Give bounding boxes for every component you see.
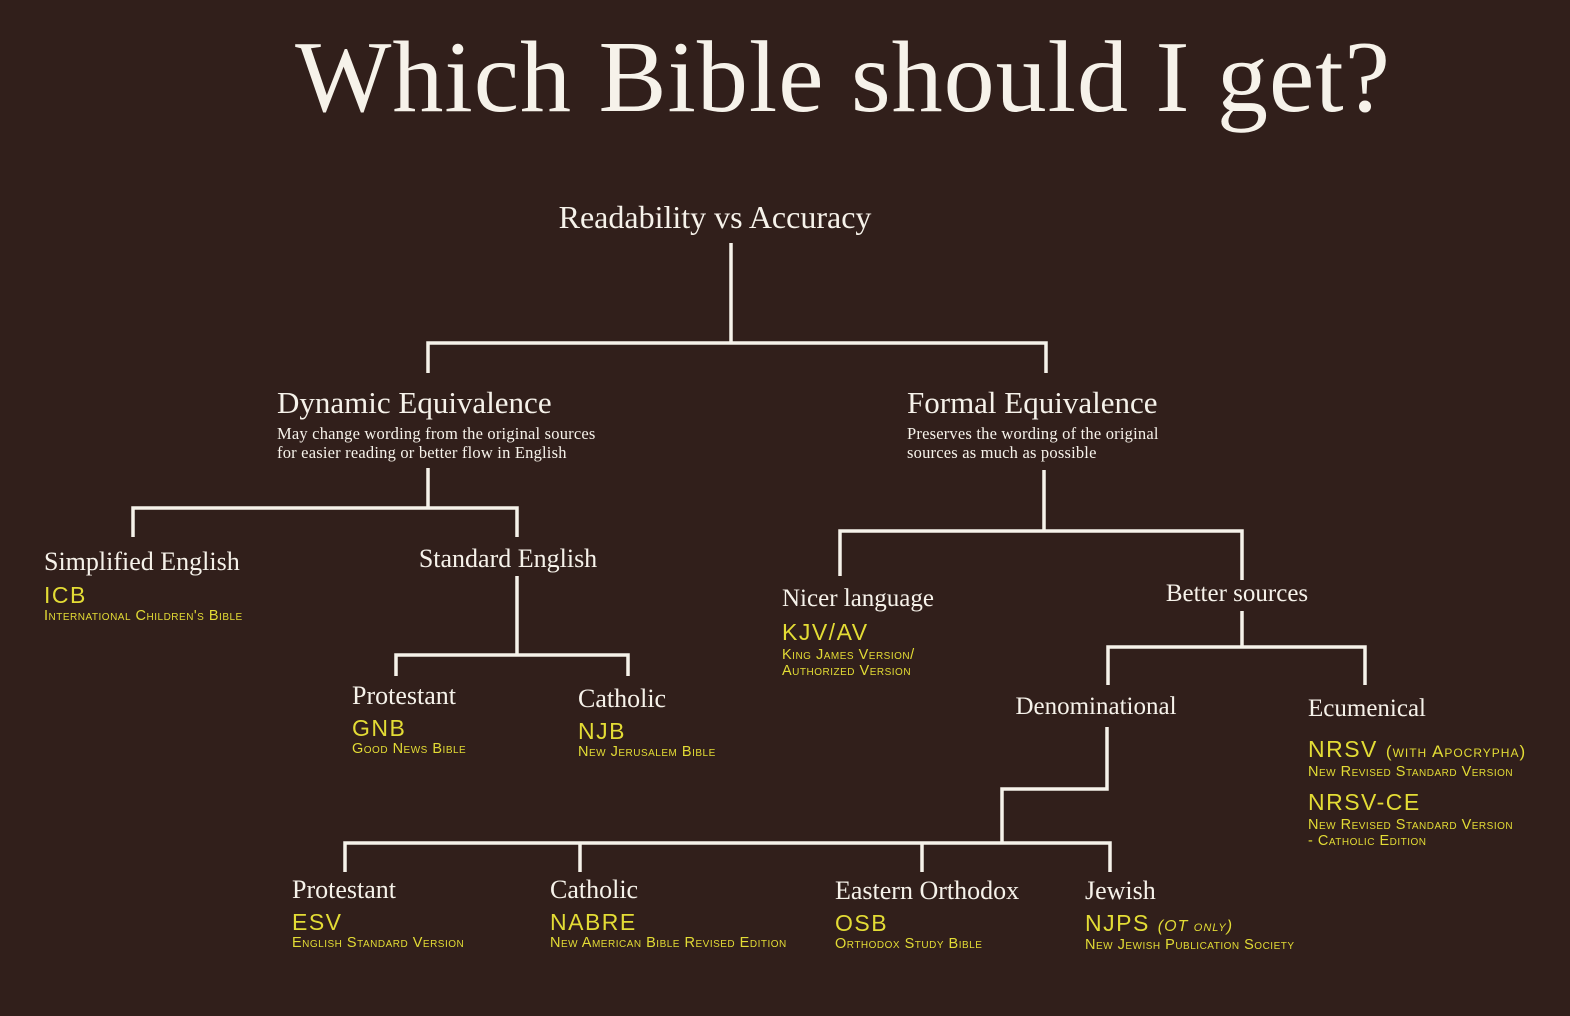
node-std-catholic: Catholic NJB New Jerusalem Bible — [578, 684, 716, 760]
bible-abbr: ESV — [292, 909, 343, 935]
bible-full-name: New American Bible Revised Edition — [550, 935, 787, 951]
node-title: Formal Equivalence — [907, 385, 1158, 420]
node-readability-vs-accuracy: Readability vs Accuracy — [558, 199, 872, 235]
bible-abbr: ICB — [44, 582, 87, 608]
bible-full-name: Orthodox Study Bible — [835, 936, 983, 952]
bible-abbr-line: NJPS (OT only) — [1085, 910, 1295, 936]
node-title: Nicer language — [782, 585, 935, 612]
node-nicer-language: Nicer language KJV/AV King James Version… — [782, 584, 934, 679]
node-dynamic-equivalence: Dynamic Equivalence May change wording f… — [277, 385, 596, 462]
node-subtitle-line1: Preserves the wording of the original — [907, 424, 1159, 443]
page-title: Which Bible should I get? — [295, 21, 1391, 134]
node-title: Dynamic Equivalence — [277, 385, 552, 420]
bible-full-name: New Revised Standard Version — [1308, 764, 1514, 780]
bible-abbr: NJB — [578, 718, 626, 744]
node-better-sources: Better sources — [1165, 580, 1309, 607]
bible-full-name-line1: New Revised Standard Version — [1308, 817, 1514, 833]
connector-denominational-jog — [1000, 727, 1109, 843]
node-den-protestant: Protestant ESV English Standard Version — [292, 875, 464, 951]
node-title: Jewish — [1085, 876, 1156, 905]
connector-dynamic — [131, 468, 519, 537]
node-subtitle-line2: sources as much as possible — [907, 443, 1097, 462]
node-simplified-english: Simplified English ICB International Chi… — [44, 547, 243, 624]
node-subtitle-line1: May change wording from the original sou… — [277, 424, 596, 443]
bible-abbr: GNB — [352, 715, 407, 741]
bible-abbr: NJPS — [1085, 910, 1150, 936]
bible-full-name: New Jerusalem Bible — [578, 744, 716, 760]
node-den-eastern-orthodox: Eastern Orthodox OSB Orthodox Study Bibl… — [835, 876, 1019, 952]
bible-full-name: International Children's Bible — [44, 608, 243, 624]
node-den-catholic: Catholic NABRE New American Bible Revise… — [550, 875, 787, 951]
node-title: Simplified English — [44, 547, 240, 576]
node-title: Catholic — [578, 684, 667, 713]
connector-root — [426, 243, 1048, 373]
bible-note: (OT only) — [1157, 918, 1234, 935]
node-std-protestant: Protestant GNB Good News Bible — [352, 681, 466, 757]
bible-abbr: NRSV-CE — [1308, 789, 1421, 815]
node-ecumenical: Ecumenical NRSV (with Apocrypha) New Revi… — [1308, 694, 1526, 849]
bible-full-name-line2: - Catholic Edition — [1308, 833, 1427, 849]
bible-abbr: OSB — [835, 910, 889, 936]
bible-note: (with Apocrypha) — [1385, 742, 1527, 761]
bible-abbr-line: NRSV (with Apocrypha) — [1308, 736, 1526, 762]
bible-full-name: Good News Bible — [352, 741, 467, 757]
bible-full-name-line2: Authorized Version — [782, 663, 912, 679]
node-subtitle-line2: for easier reading or better flow in Eng… — [277, 443, 567, 462]
node-title: Eastern Orthodox — [835, 876, 1020, 905]
node-denominational: Denominational — [1015, 693, 1177, 720]
node-title: Protestant — [352, 681, 456, 710]
bible-full-name: New Jewish Publication Society — [1085, 937, 1295, 953]
node-den-jewish: Jewish NJPS (OT only) New Jewish Publicat… — [1085, 876, 1295, 953]
node-title: Ecumenical — [1308, 695, 1426, 722]
bible-abbr: NRSV — [1308, 736, 1378, 762]
connector-formal — [838, 470, 1244, 580]
node-title: Catholic — [550, 875, 639, 904]
node-formal-equivalence: Formal Equivalence Preserves the wording… — [907, 385, 1159, 462]
bible-abbr: KJV/AV — [782, 619, 869, 645]
node-title: Protestant — [292, 875, 396, 904]
bible-full-name-line1: King James Version/ — [782, 647, 915, 663]
bible-abbr: NABRE — [550, 909, 637, 935]
node-standard-english: Standard English — [418, 544, 598, 573]
bible-version-nrsv: NRSV (with Apocrypha) New Revised Standar… — [1308, 736, 1526, 780]
connector-denominations-bus — [343, 841, 1112, 872]
bible-version-nrsv-ce: NRSV-CE New Revised Standard Version - C… — [1308, 789, 1526, 849]
bible-full-name: English Standard Version — [292, 935, 465, 951]
connector-standard-english — [394, 576, 630, 676]
connector-better-sources — [1106, 611, 1367, 685]
